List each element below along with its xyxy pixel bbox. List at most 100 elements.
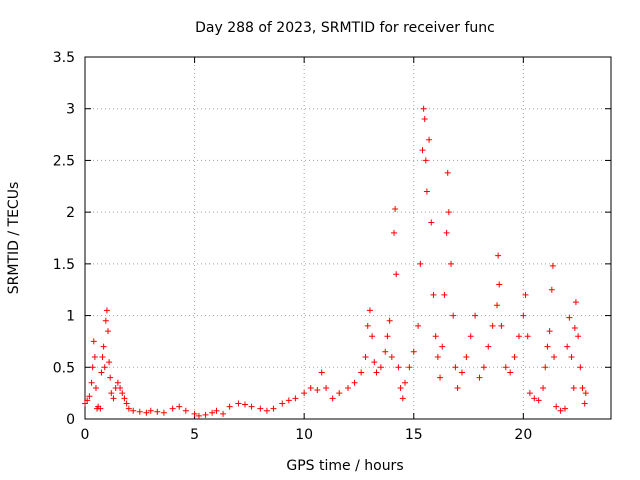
data-point — [235, 400, 242, 407]
data-point — [323, 384, 330, 391]
data-point — [426, 136, 433, 143]
x-axis-label: GPS time / hours — [286, 458, 403, 474]
data-point — [428, 219, 435, 226]
data-point — [154, 408, 161, 415]
data-point — [496, 281, 503, 288]
data-point — [571, 324, 578, 331]
data-point — [417, 260, 424, 267]
data-point — [106, 359, 113, 366]
data-point — [143, 409, 150, 416]
data-point — [566, 314, 573, 321]
data-point — [437, 374, 444, 381]
data-point — [406, 364, 413, 371]
data-point — [458, 369, 465, 376]
data-point — [110, 395, 117, 402]
data-point — [522, 291, 529, 298]
data-point — [443, 229, 450, 236]
data-point — [577, 364, 584, 371]
data-point — [502, 364, 509, 371]
data-point — [572, 299, 579, 306]
x-tick-label: 15 — [405, 427, 423, 443]
data-point — [445, 209, 452, 216]
data-point — [553, 403, 560, 410]
data-point — [397, 384, 404, 391]
data-point — [99, 353, 106, 360]
data-point — [531, 395, 538, 402]
data-point — [98, 369, 105, 376]
data-point — [130, 407, 137, 414]
data-point — [176, 403, 183, 410]
data-point — [542, 364, 549, 371]
data-point — [345, 384, 351, 391]
data-point — [100, 343, 107, 350]
tick-labels: 0 5 10 15 20 0 0.5 1 1.5 2 2.5 3 3.5 — [53, 50, 533, 443]
data-point — [548, 286, 555, 293]
data-point — [377, 364, 384, 371]
data-point — [410, 348, 417, 355]
x-tick-label: 0 — [81, 427, 90, 443]
data-point — [382, 348, 389, 355]
y-tick-label: 2 — [66, 205, 75, 221]
plot-frame — [84, 56, 612, 420]
data-point — [452, 364, 459, 371]
data-point — [373, 369, 380, 376]
data-point — [102, 317, 109, 324]
data-point — [82, 400, 88, 407]
data-point — [182, 407, 189, 414]
data-point — [498, 322, 505, 329]
data-point — [97, 405, 104, 412]
data-point — [136, 408, 143, 415]
data-point — [301, 390, 308, 397]
data-point — [88, 379, 95, 386]
data-point — [489, 322, 496, 329]
data-point — [441, 291, 448, 298]
data-point — [386, 317, 393, 324]
data-point — [454, 384, 461, 391]
data-point — [557, 407, 564, 414]
data-point — [366, 307, 373, 314]
data-point — [444, 169, 451, 176]
data-point — [401, 379, 408, 386]
data-point — [160, 409, 167, 416]
data-point — [511, 353, 518, 360]
data-point — [472, 312, 479, 319]
data-point — [318, 369, 325, 376]
y-tick-label: 3.5 — [53, 50, 75, 66]
data-point — [393, 271, 400, 278]
data-point — [422, 157, 429, 164]
data-point — [336, 390, 343, 397]
data-point — [329, 395, 336, 402]
data-point — [392, 206, 399, 213]
data-point — [415, 322, 422, 329]
data-point — [209, 409, 216, 416]
data-point — [546, 328, 553, 335]
x-tick-label: 5 — [190, 427, 199, 443]
data-point — [91, 353, 98, 360]
data-point — [195, 412, 202, 419]
data-point — [423, 188, 430, 195]
grid-lines — [85, 57, 611, 419]
data-point — [369, 333, 376, 340]
data-point — [121, 395, 128, 402]
data-point — [399, 395, 406, 402]
data-point — [285, 397, 292, 404]
data-point — [86, 393, 93, 400]
data-point — [292, 395, 299, 402]
data-point — [114, 379, 121, 386]
data-point — [213, 407, 220, 414]
data-point — [551, 353, 558, 360]
data-point — [108, 390, 115, 397]
data-point — [420, 105, 427, 112]
data-point — [540, 384, 547, 391]
data-point — [582, 390, 589, 397]
data-point — [117, 384, 124, 391]
data-point — [103, 307, 110, 314]
data-point — [125, 405, 132, 412]
data-point — [476, 374, 483, 381]
y-tick-label: 0.5 — [53, 360, 75, 376]
x-tick-label: 20 — [514, 427, 532, 443]
data-point — [570, 384, 577, 391]
data-point — [362, 353, 369, 360]
chart-title: Day 288 of 2023, SRMTID for receiver fun… — [195, 20, 495, 36]
